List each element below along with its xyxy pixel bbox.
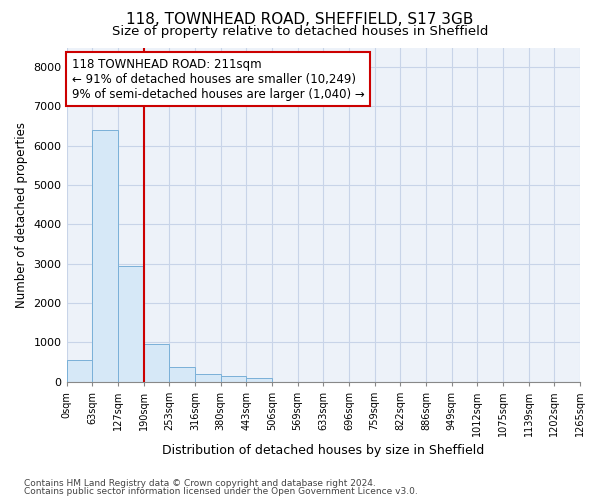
Text: Contains HM Land Registry data © Crown copyright and database right 2024.: Contains HM Land Registry data © Crown c… bbox=[24, 478, 376, 488]
Bar bbox=[221, 376, 246, 382]
Text: Size of property relative to detached houses in Sheffield: Size of property relative to detached ho… bbox=[112, 25, 488, 38]
Text: 118 TOWNHEAD ROAD: 211sqm
← 91% of detached houses are smaller (10,249)
9% of se: 118 TOWNHEAD ROAD: 211sqm ← 91% of detac… bbox=[71, 58, 364, 100]
Bar bbox=[169, 366, 195, 382]
X-axis label: Distribution of detached houses by size in Sheffield: Distribution of detached houses by size … bbox=[162, 444, 484, 458]
Y-axis label: Number of detached properties: Number of detached properties bbox=[15, 122, 28, 308]
Bar bbox=[92, 130, 118, 382]
Bar bbox=[67, 360, 92, 382]
Bar bbox=[118, 266, 143, 382]
Bar bbox=[143, 344, 169, 382]
Bar bbox=[246, 378, 272, 382]
Bar bbox=[195, 374, 221, 382]
Text: Contains public sector information licensed under the Open Government Licence v3: Contains public sector information licen… bbox=[24, 487, 418, 496]
Text: 118, TOWNHEAD ROAD, SHEFFIELD, S17 3GB: 118, TOWNHEAD ROAD, SHEFFIELD, S17 3GB bbox=[127, 12, 473, 28]
